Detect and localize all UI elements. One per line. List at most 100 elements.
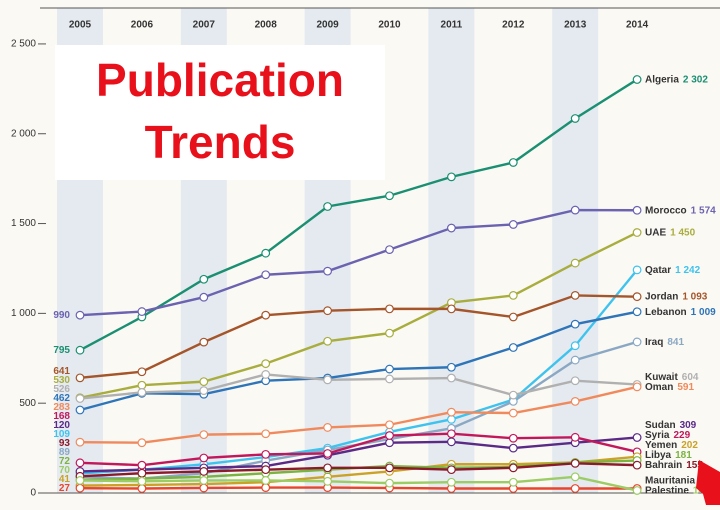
data-point xyxy=(261,465,271,475)
end-label: Oman 591 xyxy=(645,381,694,392)
value-label: 1 574 xyxy=(691,205,716,216)
arrow xyxy=(696,460,720,505)
data-point xyxy=(632,205,642,215)
data-point xyxy=(199,430,209,440)
data-point xyxy=(508,477,518,487)
data-point xyxy=(199,292,209,302)
series-line xyxy=(79,208,638,317)
data-point xyxy=(570,258,580,268)
data-point xyxy=(570,472,580,482)
data-point xyxy=(385,328,394,338)
x-tick-label: 2010 xyxy=(378,20,401,31)
start-label: 27 xyxy=(59,483,71,494)
data-point xyxy=(75,437,85,447)
value-label: 229 xyxy=(673,430,690,441)
data-point xyxy=(75,373,85,383)
data-point xyxy=(508,390,518,400)
data-point xyxy=(199,337,209,347)
data-point xyxy=(261,370,271,379)
data-point xyxy=(75,394,85,403)
data-point xyxy=(570,291,580,300)
value-label: 155 xyxy=(686,460,703,471)
data-point xyxy=(508,158,518,167)
data-point xyxy=(447,407,456,417)
data-point xyxy=(137,438,147,448)
end-label: Morocco 1 574 xyxy=(645,205,716,216)
data-point xyxy=(632,382,642,392)
data-point xyxy=(570,484,580,493)
start-label: 72 xyxy=(59,456,71,467)
data-point xyxy=(75,310,85,320)
data-point xyxy=(447,414,456,424)
data-point xyxy=(385,478,394,488)
series-name: Bahrain xyxy=(645,460,682,471)
annotation: Trends xyxy=(145,116,296,168)
series-name: Algeria xyxy=(645,74,679,85)
series-name: Morocco xyxy=(645,205,687,216)
series-line xyxy=(79,455,638,487)
data-point xyxy=(385,304,394,314)
data-point xyxy=(632,486,642,495)
data-point xyxy=(199,483,209,493)
data-point xyxy=(323,423,333,432)
data-point xyxy=(323,202,333,211)
value-label: 202 xyxy=(681,440,698,451)
data-point xyxy=(508,312,518,322)
data-point xyxy=(385,364,394,374)
data-point xyxy=(199,476,209,485)
end-label: Bahrain 155 xyxy=(645,460,703,471)
series-line xyxy=(79,475,638,492)
end-label: Lebanon 1 009 xyxy=(645,306,716,317)
end-label: Qatar 1 242 xyxy=(645,265,701,276)
data-point xyxy=(137,307,147,316)
data-point xyxy=(447,429,456,439)
data-point xyxy=(632,460,642,470)
start-label: 530 xyxy=(53,375,70,386)
data-point xyxy=(632,337,642,347)
data-point xyxy=(323,375,333,385)
data-point xyxy=(632,433,642,442)
data-point xyxy=(137,460,147,470)
value-label: 1 009 xyxy=(691,306,716,317)
value-label: 1 093 xyxy=(682,291,707,302)
data-point xyxy=(570,114,580,123)
y-tick-label: 2 500 xyxy=(11,39,36,50)
series-line xyxy=(79,231,638,399)
data-point xyxy=(261,429,271,439)
data-point xyxy=(508,343,518,352)
series-name: Oman xyxy=(645,381,673,392)
data-point xyxy=(261,310,271,320)
data-point xyxy=(199,377,209,387)
data-point xyxy=(261,476,271,485)
y-tick-label: 1 500 xyxy=(11,218,36,229)
data-point xyxy=(632,75,642,84)
y-tick-label: 500 xyxy=(19,398,36,409)
data-point xyxy=(570,376,580,386)
value-label: 309 xyxy=(680,420,697,431)
value-label: 841 xyxy=(667,337,684,348)
data-point xyxy=(447,465,456,475)
x-tick-label: 2007 xyxy=(193,20,216,31)
start-label: 41 xyxy=(59,474,71,485)
start-label: 120 xyxy=(53,420,70,431)
x-tick-label: 2013 xyxy=(564,20,587,31)
series-name: Palestine xyxy=(645,485,689,496)
start-label: 109 xyxy=(53,429,70,440)
series-line xyxy=(79,486,638,490)
column-band xyxy=(552,8,599,493)
y-tick-label: 1 000 xyxy=(11,308,36,319)
series-line xyxy=(79,436,638,473)
data-point xyxy=(323,336,333,346)
start-label: 641 xyxy=(53,366,70,377)
start-label: 795 xyxy=(53,345,70,356)
data-point xyxy=(75,405,85,415)
series-line xyxy=(79,462,638,478)
value-label: 604 xyxy=(682,371,699,382)
data-point xyxy=(508,433,518,443)
data-point xyxy=(323,476,333,486)
x-tick-label: 2011 xyxy=(441,20,463,31)
start-label: 526 xyxy=(53,384,70,395)
end-label: Algeria 2 302 xyxy=(645,74,708,85)
series-name: Iraq xyxy=(645,337,663,348)
